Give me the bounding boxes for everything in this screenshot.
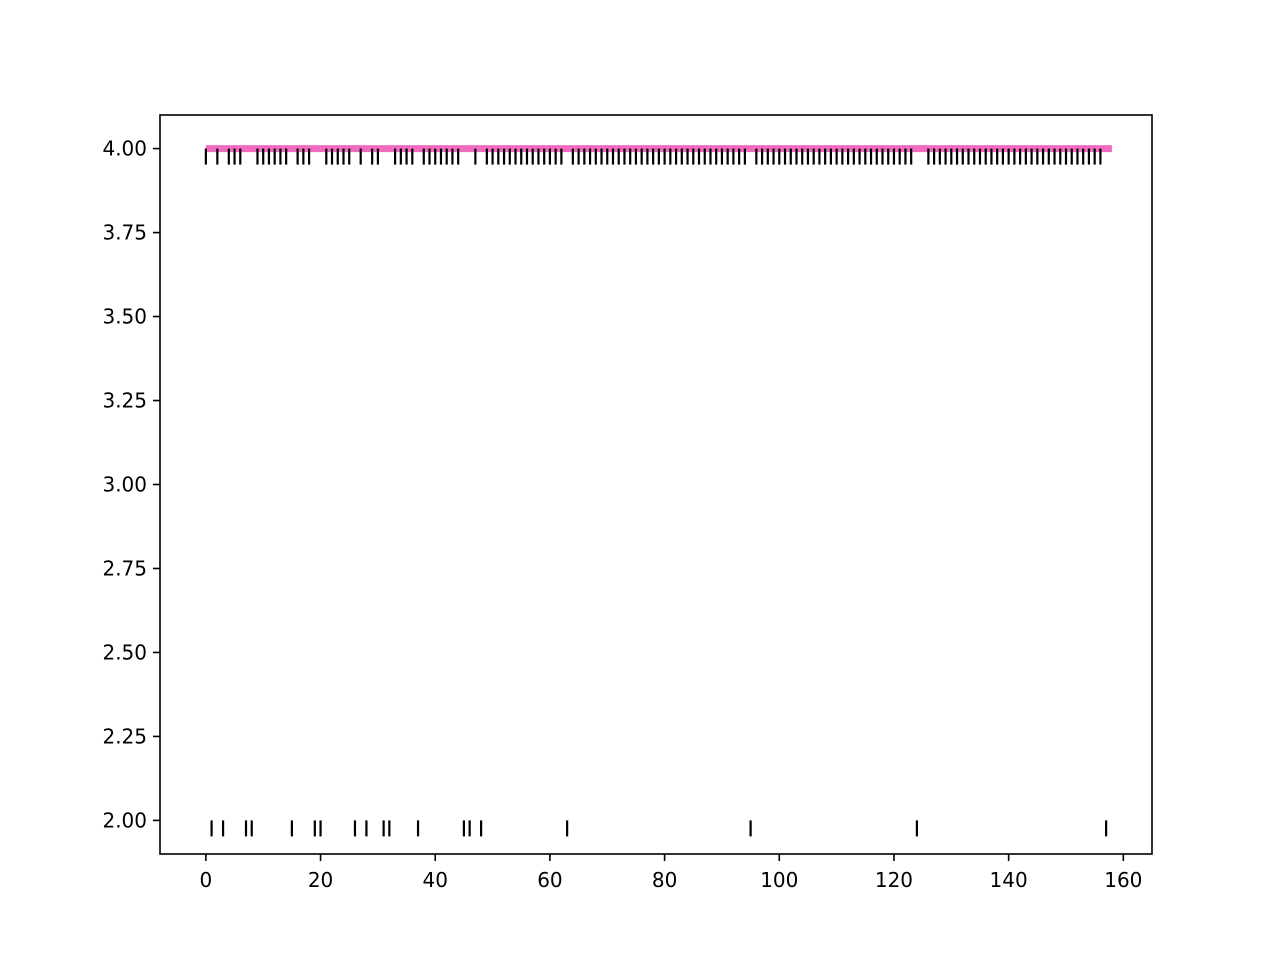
x-tick-label: 120 [875, 868, 913, 892]
y-tick-label: 2.25 [102, 724, 147, 748]
y-tick-label: 2.00 [102, 808, 147, 832]
y-tick-label: 3.50 [102, 305, 147, 329]
x-tick-label: 40 [423, 868, 448, 892]
x-tick-label: 20 [308, 868, 333, 892]
x-tick-label: 60 [537, 868, 562, 892]
y-axis: 2.00 2.25 2.50 2.75 3.00 3.25 3.50 3.75 4.00 [102, 137, 160, 832]
y-tick-label: 3.75 [102, 221, 147, 245]
x-tick-label: 0 [200, 868, 213, 892]
x-axis: 0 20 40 60 80 100 120 140 160 [200, 854, 1142, 892]
axes-frame [159, 114, 1153, 855]
y-tick-label: 3.25 [102, 389, 147, 413]
y-tick-label: 2.50 [102, 640, 147, 664]
x-tick-label: 140 [990, 868, 1028, 892]
plot-area [204, 145, 1112, 837]
y-tick-label: 4.00 [102, 137, 147, 161]
x-tick-label: 100 [760, 868, 798, 892]
y-tick-label: 3.00 [102, 473, 147, 497]
y-tick-label: 2.75 [102, 556, 147, 580]
x-tick-label: 160 [1104, 868, 1142, 892]
x-tick-label: 80 [652, 868, 677, 892]
